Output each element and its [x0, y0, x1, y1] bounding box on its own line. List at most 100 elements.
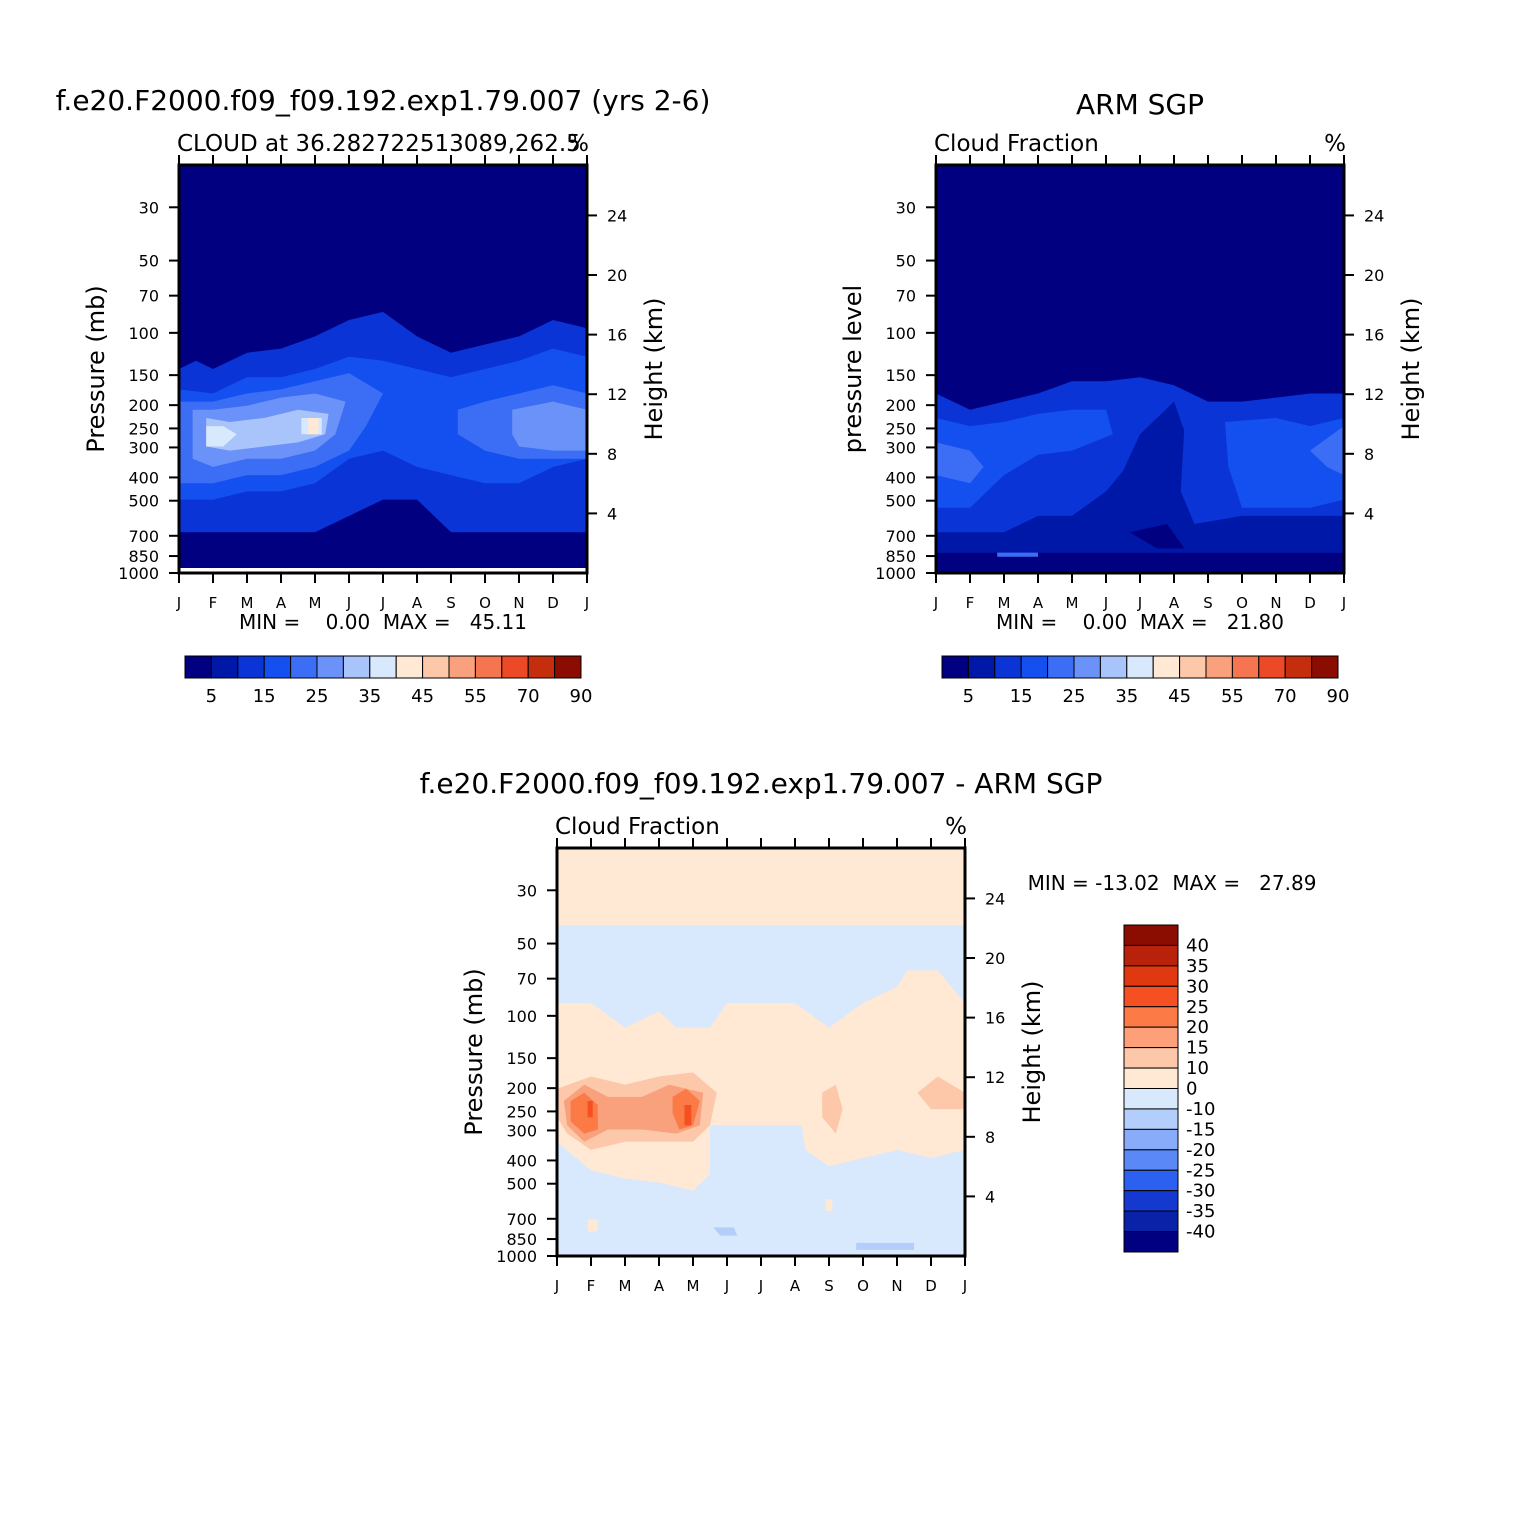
contour-region	[1225, 418, 1344, 508]
colorbar-label: 15	[253, 686, 276, 707]
colorbar-swatch	[501, 655, 529, 679]
colorbar-label: -35	[1186, 1201, 1215, 1222]
y-tick-label: 200	[128, 396, 159, 415]
y-right-axis-label: Height (km)	[640, 298, 668, 441]
y-tick-label: 150	[885, 366, 916, 385]
y-tick-label: 100	[128, 324, 159, 343]
x-tick-label: J	[346, 594, 351, 612]
y-right-tick-label: 20	[607, 266, 627, 285]
x-tick-label: A	[1033, 594, 1044, 612]
colorbar-swatch	[1020, 655, 1049, 679]
y-tick-label: 850	[506, 1230, 537, 1249]
colorbar-label: 25	[306, 686, 329, 707]
y-tick-label: 200	[885, 396, 916, 415]
colorbar-swatch	[1123, 1128, 1179, 1151]
x-tick-label: S	[1203, 594, 1213, 612]
y-tick-label: 70	[139, 287, 159, 306]
y-tick-label: 1000	[496, 1247, 537, 1266]
colorbar-label: 90	[570, 686, 593, 707]
contour-region	[206, 409, 329, 451]
x-tick-label: J	[724, 1277, 729, 1295]
x-tick-label: J	[176, 594, 181, 612]
contour-region	[587, 1219, 598, 1232]
x-tick-label: J	[1103, 594, 1108, 612]
y-tick-label: 250	[885, 419, 916, 438]
x-tick-label: S	[824, 1277, 834, 1295]
colorbar-label: 45	[1168, 686, 1191, 707]
colorbar-swatch	[1123, 1067, 1179, 1089]
y-tick-label: 700	[128, 527, 159, 546]
missing-data-band	[179, 568, 587, 573]
colorbar-swatch	[1047, 655, 1075, 679]
y-tick-label: 30	[896, 198, 916, 217]
colorbar-swatch	[527, 655, 556, 679]
y-right-tick-label: 16	[985, 1009, 1005, 1028]
colorbar-label: 15	[1010, 686, 1033, 707]
colorbar-swatch	[1123, 1108, 1179, 1130]
contour-region	[917, 1076, 965, 1110]
y-tick-label: 500	[885, 492, 916, 511]
contour-region	[825, 1198, 833, 1212]
units-label: %	[567, 131, 589, 157]
colorbar-swatch	[554, 655, 582, 679]
y-right-tick-label: 4	[985, 1187, 995, 1206]
y-right-tick-label: 12	[1364, 385, 1384, 404]
colorbar-label: 90	[1327, 686, 1350, 707]
y-right-tick-label: 20	[985, 949, 1005, 968]
colorbar: 5 15 25 35 45 55 70 90	[941, 655, 1350, 707]
x-tick-label: J	[1341, 594, 1346, 612]
panel-model: f.e20.F2000.f09_f09.192.exp1.79.007 (yrs…	[56, 84, 711, 707]
colorbar-swatch	[1123, 985, 1179, 1008]
x-tick-label: N	[1270, 594, 1281, 612]
colorbar-swatch	[237, 655, 265, 679]
x-tick-label: A	[790, 1277, 801, 1295]
y-tick-label: 70	[896, 287, 916, 306]
y-right-tick-label: 4	[607, 504, 617, 523]
y-tick-label: 400	[128, 468, 159, 487]
colorbar-swatch	[1123, 1231, 1179, 1253]
colorbar-swatch	[1284, 655, 1313, 679]
colorbar-label: -20	[1186, 1140, 1215, 1161]
chart-subtitle: CLOUD at 36.282722513089,262.5	[177, 131, 581, 157]
x-tick-label: S	[446, 594, 456, 612]
colorbar-swatch	[1123, 944, 1179, 967]
y-tick-label: 200	[506, 1079, 537, 1098]
x-tick-label: D	[925, 1277, 937, 1295]
colorbar-label: 55	[464, 686, 487, 707]
colorbar-label: 5	[206, 686, 217, 707]
colorbar-swatch	[474, 655, 503, 679]
units-label: %	[945, 814, 967, 840]
x-tick-label: A	[654, 1277, 665, 1295]
x-tick-label: N	[891, 1277, 902, 1295]
y-axis-label: Pressure (mb)	[82, 285, 110, 452]
colorbar-swatch	[1123, 1210, 1179, 1233]
colorbar-label: -25	[1186, 1160, 1215, 1181]
chart-title: f.e20.F2000.f09_f09.192.exp1.79.007 - AR…	[420, 767, 1103, 800]
y-right-tick-label: 24	[1364, 206, 1384, 225]
contour-region	[206, 426, 237, 447]
colorbar-swatch	[369, 655, 397, 679]
x-tick-label: M	[619, 1277, 632, 1295]
contour-region	[179, 499, 587, 573]
x-tick-label: A	[412, 594, 423, 612]
x-tick-label: F	[209, 594, 218, 612]
y-tick-label: 700	[506, 1210, 537, 1229]
x-tick-label: M	[309, 594, 322, 612]
colorbar-label: 35	[1186, 956, 1209, 977]
contour-region	[936, 442, 984, 484]
colorbar-swatch	[1123, 965, 1179, 987]
colorbar-label: 35	[1115, 686, 1138, 707]
colorbar: 5 15 25 35 45 55 70 90	[184, 655, 593, 707]
contour-region	[997, 552, 1038, 557]
x-tick-label: D	[1304, 594, 1316, 612]
colorbar-swatch	[1099, 655, 1128, 679]
x-tick-label: O	[479, 594, 491, 612]
min-max-stats: MIN = 0.00 MAX = 21.80	[996, 610, 1284, 634]
chart-subtitle: Cloud Fraction	[555, 814, 720, 840]
y-tick-label: 150	[128, 366, 159, 385]
y-tick-label: 250	[128, 419, 159, 438]
plot-area	[557, 848, 965, 1256]
colorbar-label: -10	[1186, 1099, 1215, 1120]
colorbar-label: 70	[1274, 686, 1297, 707]
